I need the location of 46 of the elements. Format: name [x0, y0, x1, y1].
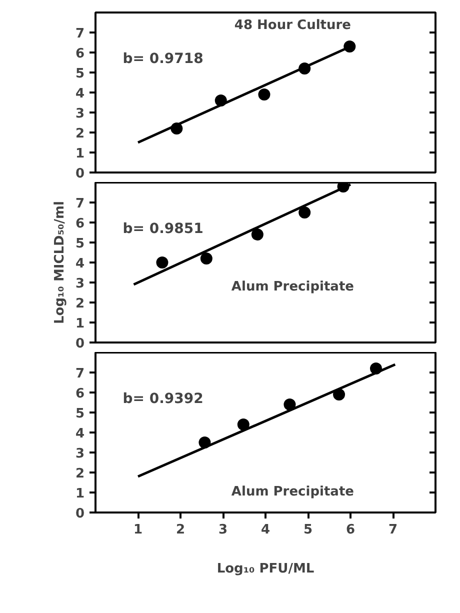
x-tick-label: 3 — [218, 522, 228, 538]
y-tick-label: 5 — [75, 406, 84, 422]
y-tick-label: 1 — [75, 316, 84, 332]
y-tick-label: 2 — [75, 126, 84, 142]
point — [237, 418, 250, 430]
y-tick-label: 0 — [75, 506, 84, 522]
y-tick-label: 6 — [75, 386, 84, 402]
y-axis-title: Log₁₀ MICLD₅₀/ml — [52, 201, 68, 324]
y-tick-label: 4 — [75, 256, 84, 272]
y-tick-label: 7 — [75, 196, 84, 212]
y-tick-label: 5 — [75, 66, 84, 82]
annotation: b= 0.9718 — [122, 50, 204, 67]
text: Alum Precipitate — [231, 280, 354, 294]
y-tick-label: 5 — [75, 236, 84, 252]
y-tick-label: 3 — [75, 106, 84, 122]
text: Alum Precipitate — [231, 484, 354, 500]
y-tick-label: 3 — [75, 446, 84, 462]
x-tick-label: 6 — [346, 522, 356, 538]
x-axis-title: Log₁₀ PFU/ML — [216, 562, 314, 576]
y-tick-label: 1 — [75, 486, 84, 502]
y-tick-label: 0 — [75, 336, 84, 352]
y-tick-label: 0 — [75, 166, 84, 182]
annotation: b= 0.9392 — [122, 390, 204, 407]
y-tick-label: 4 — [75, 426, 84, 442]
y-tick-label: 7 — [75, 366, 84, 382]
annotation: b= 0.9851 — [122, 220, 204, 237]
x-tick-label: 4 — [260, 522, 270, 538]
x-tick-label: 1 — [133, 522, 143, 538]
x-tick-label: 2 — [176, 522, 186, 538]
y-tick-label: 1 — [75, 146, 84, 162]
x-tick-label: 5 — [303, 522, 313, 538]
x-tick-label: 7 — [388, 522, 398, 538]
y-tick-label: 3 — [75, 276, 84, 292]
point — [298, 206, 311, 218]
text: 48 Hour Culture — [234, 18, 352, 34]
point — [284, 398, 296, 410]
y-tick-label: 2 — [75, 466, 84, 482]
y-tick-label: 4 — [75, 86, 84, 102]
y-tick-label: 2 — [75, 296, 84, 312]
point — [156, 256, 168, 268]
point — [258, 88, 270, 100]
y-tick-label: 7 — [75, 26, 84, 42]
point — [251, 228, 264, 240]
y-tick-label: 6 — [75, 216, 84, 232]
point — [200, 252, 212, 264]
y-tick-label: 6 — [75, 46, 84, 62]
